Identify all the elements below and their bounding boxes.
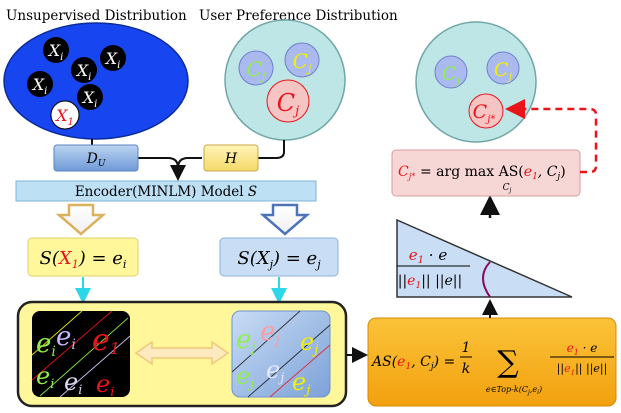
svg-text:Xi: Xi: [81, 88, 98, 110]
node-x-i: Xi: [43, 37, 69, 63]
svg-text:Cj: Cj: [247, 57, 266, 83]
svg-text:ei: ei: [36, 362, 54, 392]
feedback-arrow: [505, 99, 598, 174]
svg-text:ei: ei: [96, 370, 114, 400]
svg-text:ej: ej: [236, 362, 254, 392]
node-c-j: Cj: [434, 55, 468, 89]
svg-text:Cj: Cj: [442, 63, 461, 87]
svg-text:e1 · e: e1 · e: [567, 341, 598, 357]
right-embedding-box: S(Xj) = ej: [219, 237, 339, 277]
as-formula-box: AS(e1, Cj) = 1 k ∑ e∈Top-k(Cj,ei) e1 · e…: [367, 317, 617, 407]
svg-text:Xi: Xi: [31, 75, 48, 97]
svg-text:∑: ∑: [497, 345, 519, 380]
cluster-selection-distribution: Cj Cj Cj*: [415, 21, 537, 143]
svg-text:ei: ei: [36, 329, 56, 360]
argmax-box: Cj* = arg max AS(e1, Cj) Cj: [391, 149, 581, 197]
node-c-j: Cj: [486, 51, 520, 85]
node-x-i: Xi: [71, 57, 97, 83]
node-x-i: Xi: [100, 45, 126, 71]
svg-text:Cj: Cj: [494, 59, 513, 83]
node-c-j-star: Cj*: [468, 93, 504, 129]
svg-text:Xi: Xi: [75, 61, 92, 83]
embedding-comparison-panel: ei ei e1 ei ei ei ej ej ej ej ej ej: [16, 300, 348, 408]
svg-text:Xi: Xi: [47, 41, 64, 63]
svg-text:||e1|| ||e||: ||e1|| ||e||: [398, 273, 463, 291]
down-arrow-right: [259, 203, 311, 236]
svg-text:Cj: Cj: [277, 89, 299, 119]
down-arrow-left: [55, 203, 107, 236]
heading-unsupervised: Unsupervised Distribution: [6, 8, 187, 24]
svg-text:e1 · e: e1 · e: [409, 246, 448, 266]
node-c-j: Cj: [284, 42, 320, 78]
du-box: DU: [53, 144, 139, 172]
svg-text:Cj: Cj: [293, 49, 312, 75]
heading-user-preference: User Preference Distribution: [199, 8, 398, 24]
left-embedding-box: S(X1) = ei: [27, 237, 139, 277]
node-x-1: X1: [50, 100, 80, 130]
svg-text:||e1|| ||e||: ||e1|| ||e||: [557, 362, 608, 377]
svg-text:ei: ei: [64, 368, 82, 398]
svg-text:Encoder(MINLM) Model S: Encoder(MINLM) Model S: [75, 184, 257, 200]
svg-text:k: k: [462, 361, 470, 377]
svg-text:ei: ei: [56, 322, 76, 353]
svg-text:S(Xj) = ej: S(Xj) = ej: [237, 248, 321, 271]
node-c-j: Cj: [238, 50, 274, 86]
node-x-i: Xi: [27, 71, 53, 97]
user-preference-distribution: Cj Cj Cj: [224, 19, 346, 141]
svg-text:AS(e1, Cj) =: AS(e1, Cj) =: [370, 354, 455, 372]
svg-text:H: H: [224, 151, 238, 167]
svg-text:Cj: Cj: [503, 183, 512, 194]
svg-text:1: 1: [462, 340, 471, 356]
svg-text:Xi: Xi: [104, 49, 121, 71]
svg-text:ej: ej: [236, 325, 256, 356]
encoder-model-bar: Encoder(MINLM) Model S: [15, 180, 317, 202]
svg-text:ej: ej: [292, 368, 310, 398]
svg-text:ej: ej: [266, 356, 284, 386]
svg-text:ej: ej: [260, 317, 280, 348]
node-x-i: Xi: [77, 84, 103, 110]
cosine-similarity-triangle: e1 · e ||e1|| ||e||: [396, 218, 573, 298]
h-box: H: [203, 144, 259, 172]
svg-text:ej: ej: [300, 328, 318, 358]
svg-text:e∈Top-k(Cj,ei): e∈Top-k(Cj,ei): [486, 385, 542, 396]
svg-text:S(X1) = ei: S(X1) = ei: [40, 248, 127, 271]
unsupervised-distribution: Xi Xi Xi Xi Xi X1: [3, 22, 189, 140]
svg-text:= arg max AS(e1, Cj): = arg max AS(e1, Cj): [420, 164, 566, 182]
node-c-j: Cj: [266, 79, 310, 123]
